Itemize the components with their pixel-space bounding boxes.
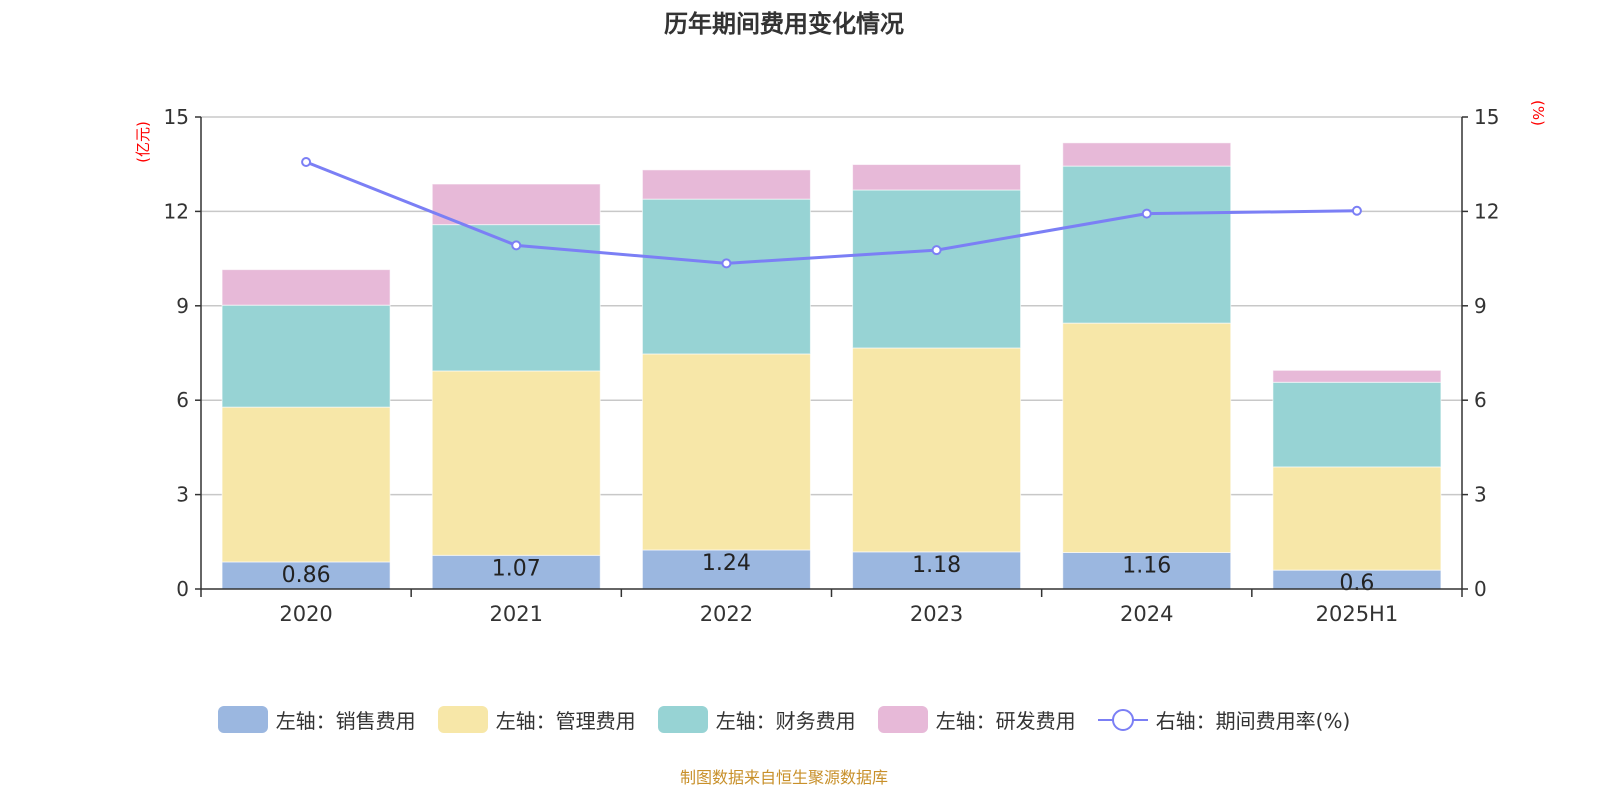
rate-point [1141,208,1152,219]
bar-segment [431,370,601,556]
legend-line-icon [1097,708,1148,731]
bar-data-label: 0.6 [1339,571,1374,596]
right-tick-label: 9 [1474,294,1487,318]
bar-segment [1272,381,1442,468]
chart-title: 历年期间费用变化情况 [664,10,904,38]
bar-segment [1062,142,1232,167]
right-axis-unit: (%) [1529,100,1547,126]
bar-segment [641,169,811,200]
bar-segment [852,347,1022,553]
x-tick-label: 2021 [490,602,543,626]
bar-data-label: 1.07 [492,556,541,581]
left-tick-label: 3 [176,483,189,507]
bar-segment [852,164,1022,191]
bar-segment [852,189,1022,349]
bar-segment [1062,322,1232,553]
x-tick-label: 2025H1 [1316,602,1399,626]
left-tick-label: 9 [176,294,189,318]
rate-point [931,245,942,256]
legend: 左轴：销售费用 左轴：管理费用 左轴：财务费用 左轴：研发费用 右轴：期间费用率(%) [0,705,1568,734]
legend-swatch [217,706,268,733]
chart-plot: 0 3 6 9 12 15 0 3 6 9 12 15 (亿元) (%) 0.86 2020 1.07 2021 1… [134,100,1547,626]
legend-swatch [657,706,708,733]
bar-segment [221,304,391,408]
x-tick-label: 2022 [700,602,753,626]
left-tick-label: 15 [164,105,189,129]
bar-segment [221,269,391,306]
bar-segment [221,561,391,590]
bar-data-label: 0.86 [282,563,331,588]
bar-segment [1272,369,1442,383]
right-tick-label: 0 [1474,577,1487,601]
bar-data-label: 1.16 [1122,553,1171,578]
legend-item[interactable]: 左轴：管理费用 [437,705,636,734]
rate-point [1351,205,1362,216]
x-tick-label: 2020 [279,602,332,626]
right-tick-label: 15 [1474,105,1499,129]
bar-segment [1062,551,1232,590]
right-tick-label: 6 [1474,388,1487,412]
legend-swatch [877,706,928,733]
legend-item[interactable]: 左轴：财务费用 [657,705,856,734]
bar-data-label: 1.24 [702,551,751,576]
x-tick-label: 2023 [910,602,963,626]
bar-data-label: 1.18 [912,553,961,578]
left-axis-unit: (亿元) [134,121,152,163]
bar-segment [431,554,601,590]
rate-line [305,160,1357,265]
source-footer: 制图数据来自恒生聚源数据库 [679,768,888,787]
legend-label: 左轴：管理费用 [495,709,636,733]
rate-point [301,156,312,167]
bar-segment [1272,466,1442,571]
left-tick-label: 6 [176,388,189,412]
bar-segment [1062,165,1232,324]
left-tick-label: 12 [164,199,189,223]
x-tick-label: 2024 [1120,602,1173,626]
legend-label: 左轴：财务费用 [715,709,856,733]
legend-swatch [437,706,488,733]
legend-item[interactable]: 右轴：期间费用率(%) [1097,705,1351,734]
bar-segment [641,353,811,551]
legend-item[interactable]: 左轴：研发费用 [877,705,1076,734]
right-tick-label: 3 [1474,483,1487,507]
bar-segment [641,198,811,355]
left-tick-label: 0 [176,577,189,601]
right-tick-label: 12 [1474,199,1499,223]
bar-segment [431,183,601,226]
bar-segment [852,551,1022,590]
legend-label: 右轴：期间费用率(%) [1155,709,1351,733]
legend-label: 左轴：研发费用 [935,709,1076,733]
legend-label: 左轴：销售费用 [275,709,416,733]
legend-item[interactable]: 左轴：销售费用 [217,705,416,734]
bar-segment [221,406,391,563]
rate-point [721,258,732,269]
rate-point [511,240,522,251]
